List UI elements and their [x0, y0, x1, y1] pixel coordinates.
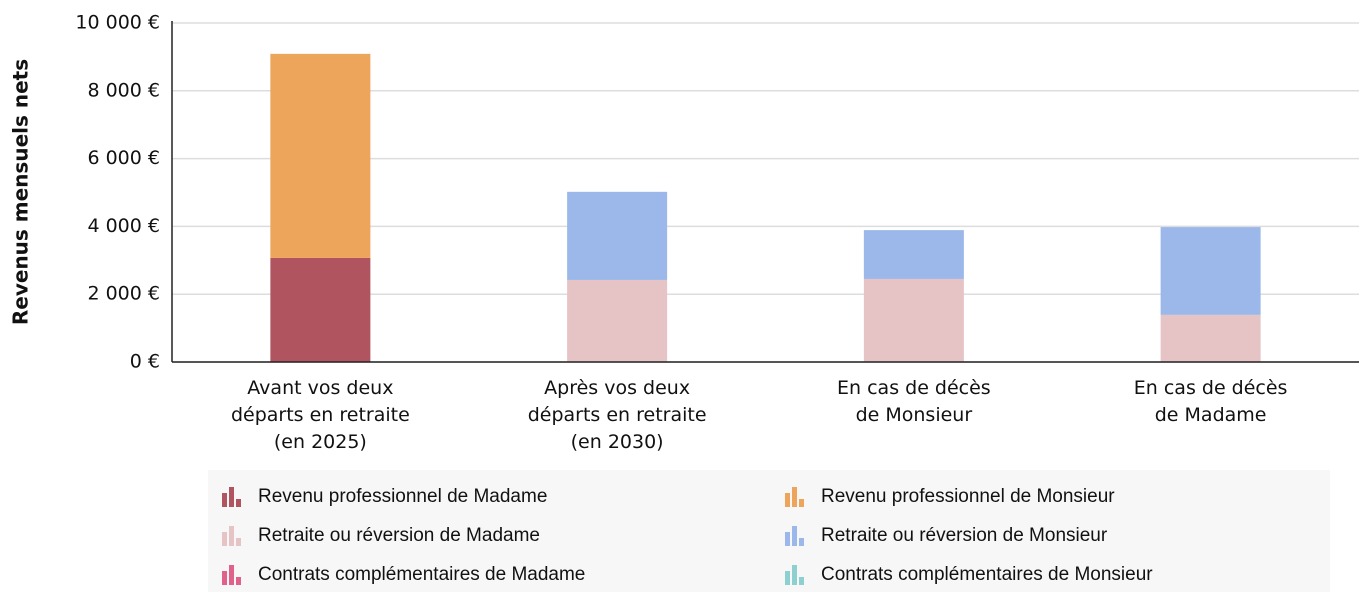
- bar-segment: [270, 53, 371, 258]
- legend-icon: [229, 487, 234, 507]
- x-tick-label-line: de Madame: [1155, 404, 1267, 426]
- legend-icon: [799, 538, 804, 546]
- y-tick-label: 2 000 €: [87, 283, 160, 305]
- legend-label: Contrats complémentaires de Madame: [258, 564, 585, 585]
- legend-icon: [236, 538, 241, 546]
- legend-icon: [792, 565, 797, 585]
- x-tick-label-line: Avant vos deux: [247, 377, 393, 399]
- bar-segment: [567, 279, 668, 362]
- legend-icon: [229, 526, 234, 546]
- x-tick-label-line: (en 2025): [274, 431, 367, 453]
- legend-label: Revenu professionnel de Monsieur: [821, 486, 1115, 507]
- bar-segment: [270, 257, 371, 362]
- legend-icon: [785, 532, 790, 546]
- y-tick-label: 6 000 €: [87, 147, 160, 169]
- bar-segment: [863, 278, 964, 362]
- bar-segment: [1160, 314, 1261, 362]
- y-tick-label: 8 000 €: [87, 79, 160, 101]
- legend-icon: [799, 577, 804, 585]
- y-tick-label: 0 €: [130, 351, 160, 373]
- legend-icon: [236, 577, 241, 585]
- legend-box: [208, 470, 1330, 592]
- x-tick-label-line: Après vos deux: [544, 377, 690, 399]
- legend-label: Retraite ou réversion de Monsieur: [821, 525, 1108, 546]
- legend-icon: [222, 571, 227, 585]
- legend-label: Revenu professionnel de Madame: [258, 486, 547, 507]
- legend-label: Contrats complémentaires de Monsieur: [821, 564, 1153, 585]
- bar-segment: [863, 230, 964, 279]
- bar-segment: [1160, 227, 1261, 315]
- x-tick-label: Après vos deux départs en retraite (en 203…: [528, 377, 707, 453]
- x-tick-label: En cas de décès de Madame: [1134, 377, 1288, 426]
- x-tick-label: Avant vos deux départs en retraite (en 202…: [231, 377, 410, 453]
- x-tick-label-line: En cas de décès: [1134, 377, 1288, 399]
- legend-icon: [792, 487, 797, 507]
- legend-label: Retraite ou réversion de Madame: [258, 525, 540, 546]
- x-tick-label-line: (en 2030): [571, 431, 664, 453]
- x-tick-label-line: départs en retraite: [528, 404, 707, 426]
- x-tick-label-line: de Monsieur: [856, 404, 973, 426]
- x-tick-label-line: départs en retraite: [231, 404, 410, 426]
- y-tick-label: 4 000 €: [87, 215, 160, 237]
- bar-segment: [567, 191, 668, 280]
- x-tick-label-line: En cas de décès: [837, 377, 991, 399]
- legend-icon: [222, 493, 227, 507]
- y-axis-label: Revenus mensuels nets: [9, 59, 33, 325]
- legend-icon: [792, 526, 797, 546]
- x-tick-label: En cas de décès de Monsieur: [837, 377, 991, 426]
- legend-icon: [785, 571, 790, 585]
- legend-icon: [236, 499, 241, 507]
- legend-icon: [799, 499, 804, 507]
- y-tick-label: 10 000 €: [75, 12, 160, 34]
- legend-icon: [229, 565, 234, 585]
- legend-icon: [222, 532, 227, 546]
- legend-icon: [785, 493, 790, 507]
